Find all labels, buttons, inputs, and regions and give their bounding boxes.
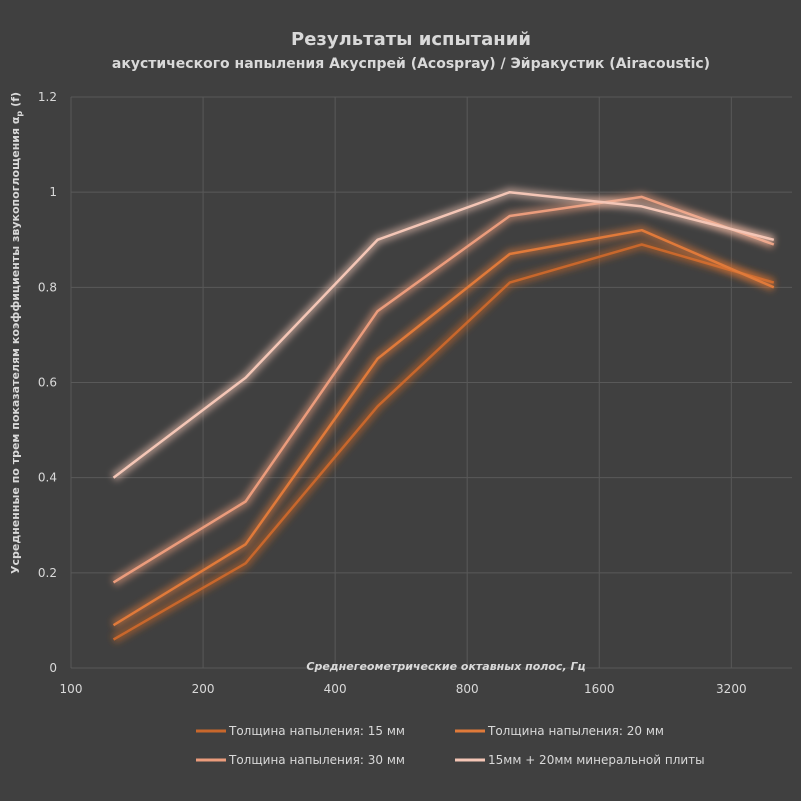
y-tick-label: 1.2	[38, 90, 57, 104]
y-tick-label: 0	[49, 661, 57, 675]
x-tick-label: 1600	[584, 682, 615, 696]
y-tick-label: 0.6	[38, 376, 57, 390]
series-line	[112, 228, 775, 627]
chart-title: Результаты испытаний	[291, 29, 531, 50]
series-glow	[110, 187, 775, 482]
y-tick-label: 1	[49, 185, 57, 199]
legend-label: Толщина напыления: 30 мм	[228, 753, 405, 767]
chart-subtitle: акустического напыления Акуспрей (Acospr…	[112, 56, 710, 72]
y-axis-title-main: Усредненные по трем показателям коэффици…	[9, 116, 22, 574]
series-line	[112, 195, 775, 584]
legend-label: Толщина напыления: 15 мм	[228, 724, 405, 738]
y-axis-title-suffix: (f)	[9, 92, 22, 107]
x-tick-label: 100	[60, 682, 83, 696]
legend: Толщина напыления: 15 мм Толщина напылени…	[196, 724, 705, 767]
series-line	[112, 243, 775, 641]
y-axis-title-subscript: p	[15, 111, 24, 117]
x-axis-title: Среднегеометрические октавных полос, Гц	[306, 660, 585, 673]
series-line	[112, 190, 775, 479]
x-tick-label: 800	[456, 682, 479, 696]
y-tick-label: 0.8	[38, 280, 57, 294]
x-tick-label: 3200	[716, 682, 747, 696]
y-axis-title: Усредненные по трем показателям коэффици…	[9, 92, 24, 574]
y-tick-label: 0.4	[38, 471, 57, 485]
x-tick-label: 200	[192, 682, 215, 696]
legend-label: Толщина напыления: 20 мм	[487, 724, 664, 738]
x-tick-label: 400	[324, 682, 347, 696]
y-tick-label: 0.2	[38, 566, 57, 580]
legend-label: 15мм + 20мм минеральной плиты	[488, 753, 705, 767]
